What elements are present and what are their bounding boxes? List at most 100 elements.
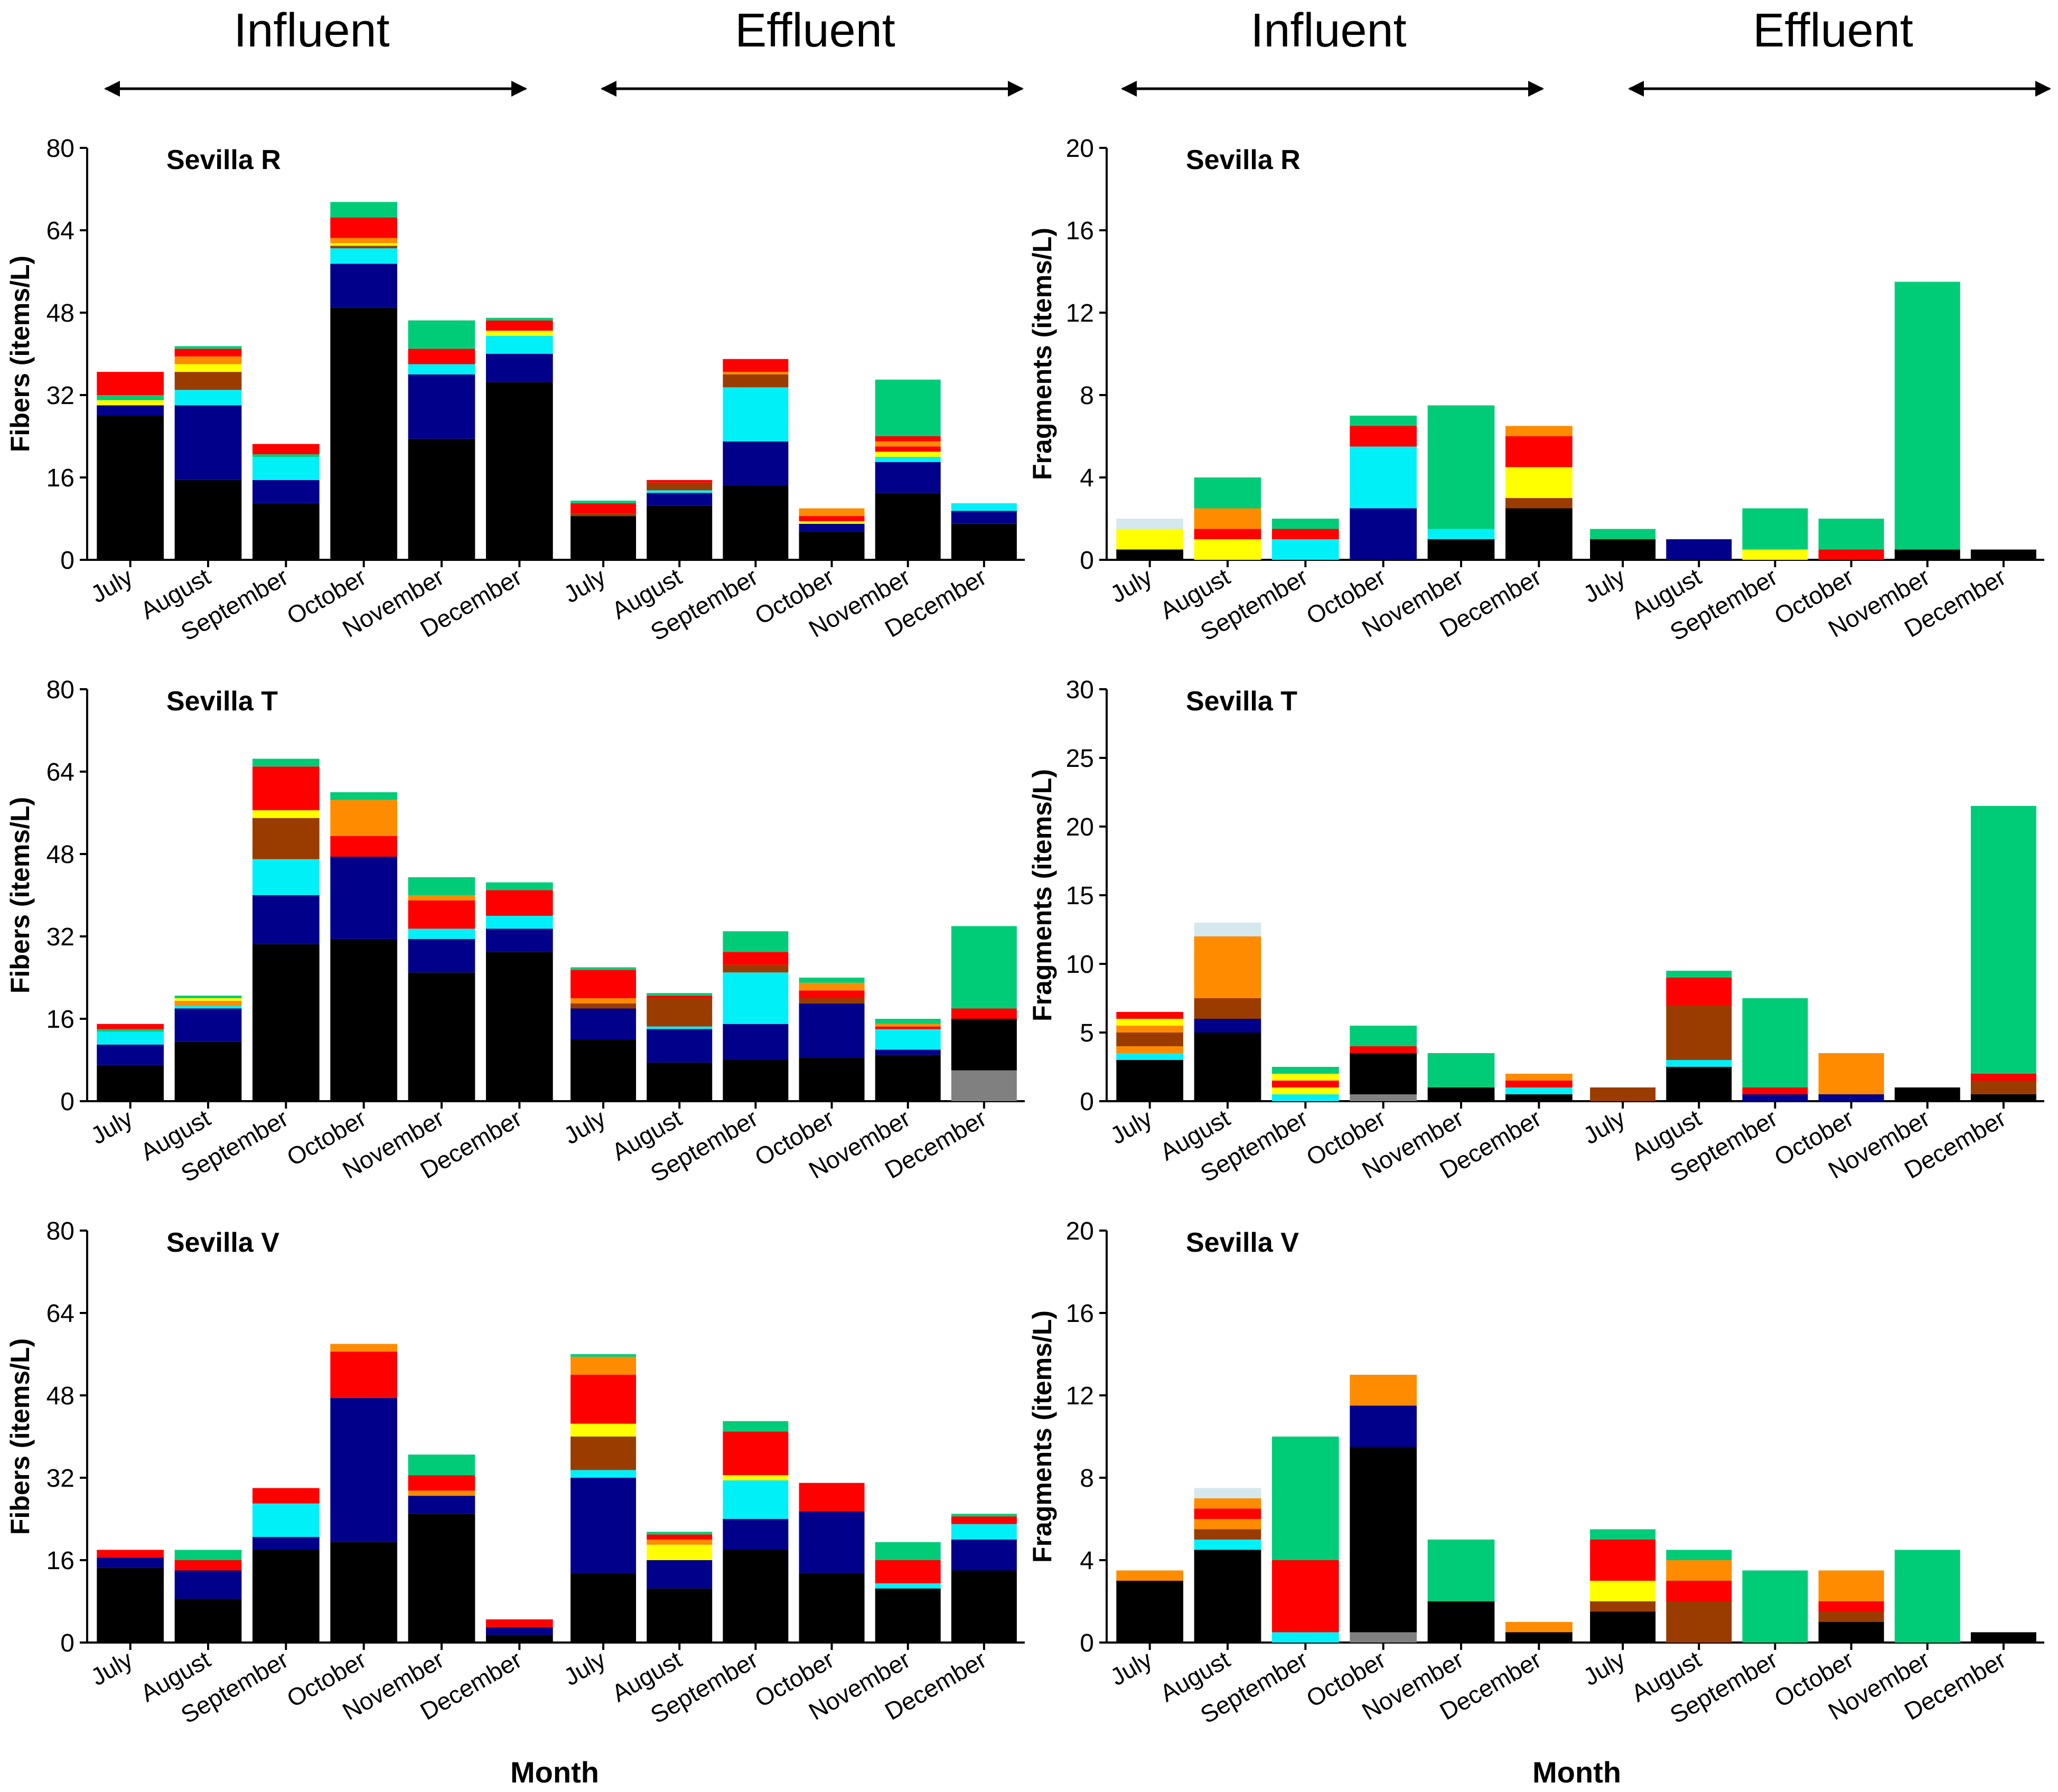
bar-segment-effluent-october — [799, 982, 865, 991]
bar-segment-effluent-december — [1970, 1074, 2036, 1081]
bar-segment-effluent-july — [570, 1423, 637, 1437]
bar-segment-effluent-october — [799, 508, 865, 517]
y-axis-label: Fibers (items/L) — [5, 797, 35, 993]
bar-segment-effluent-november — [1894, 1087, 1960, 1101]
x-tick-label: July — [1578, 1104, 1630, 1150]
bar-segment-effluent-september — [723, 1480, 789, 1519]
y-tick-label: 0 — [60, 547, 74, 575]
bar-segment-influent-december — [485, 317, 553, 321]
y-tick-label: 30 — [1066, 676, 1094, 704]
panel-sevilla-v-fragments: 0 4 8 12 16 20 Fragments (items/L) Sevilla V Jul… — [1027, 1217, 2044, 1729]
bar-segment-effluent-september — [723, 1475, 789, 1480]
bar-segment-influent-july — [1116, 1046, 1184, 1053]
bar-segment-influent-september — [1271, 1094, 1339, 1101]
bar-segment-effluent-october — [799, 521, 865, 524]
bar-segment-influent-july — [1116, 1033, 1184, 1046]
panel-sevilla-v-fibers: 0 16 32 48 64 80 Fibers (items/L) Sevilla V July… — [5, 1217, 1025, 1729]
bar-segment-effluent-august — [647, 482, 713, 491]
bar-segment-effluent-december — [1970, 549, 2036, 560]
bar-segment-effluent-october — [799, 1483, 865, 1512]
bar-segment-influent-july — [97, 1558, 164, 1568]
bar-segment-effluent-november — [875, 441, 941, 447]
bar-segment-influent-july — [97, 372, 164, 395]
bar-segment-influent-august — [174, 1599, 242, 1643]
bar-segment-influent-december — [485, 335, 553, 354]
bar-segment-influent-november — [408, 1490, 475, 1496]
bar-segment-effluent-september — [723, 1024, 789, 1060]
bar-segment-influent-september — [1271, 1087, 1339, 1094]
y-tick-label: 5 — [1080, 1019, 1094, 1047]
bar-segment-influent-october — [330, 800, 398, 836]
bar-segment-effluent-september — [723, 931, 789, 952]
bar-segment-effluent-july — [1590, 1601, 1656, 1612]
bar-segment-influent-october — [330, 836, 398, 857]
panel-sevilla-r-fibers: 0 16 32 48 64 80 Fibers (items/L) Sevilla R July… — [5, 135, 1025, 646]
bar-segment-effluent-october — [1818, 1611, 1884, 1622]
header-influent-right: Influent — [1250, 4, 1406, 57]
bar-segment-effluent-august — [647, 1544, 713, 1560]
bar-segment-influent-august — [1194, 1508, 1261, 1519]
bar-segment-influent-july — [1116, 529, 1184, 550]
bar-segment-influent-october — [1350, 1094, 1417, 1101]
bar-segment-effluent-september — [723, 441, 789, 485]
bar-segment-influent-october — [1350, 416, 1417, 426]
bar-segment-influent-august — [1194, 539, 1261, 560]
bar-segment-effluent-september — [723, 952, 789, 965]
bar-segment-influent-september — [252, 503, 320, 560]
bar-segment-influent-october — [330, 939, 398, 1101]
bar-segment-influent-november — [408, 900, 475, 929]
site-title: Sevilla R — [166, 145, 281, 175]
bar-segment-influent-september — [252, 454, 320, 457]
bar-segment-effluent-august — [647, 490, 713, 493]
bar-segment-influent-september — [1271, 1560, 1339, 1632]
bar-segment-effluent-july — [1590, 1529, 1656, 1540]
bar-segment-effluent-july — [570, 1375, 637, 1424]
bar-segment-effluent-october — [1818, 1622, 1884, 1643]
bar-segment-effluent-november — [875, 493, 941, 560]
bar-segment-influent-september — [1271, 1632, 1339, 1643]
bar-segment-effluent-september — [1742, 998, 1808, 1087]
bar-segment-effluent-november — [875, 1049, 941, 1055]
bar-segment-influent-october — [330, 238, 398, 243]
bar-segment-influent-november — [408, 972, 475, 1101]
bar-segment-influent-december — [485, 952, 553, 1101]
bar-segment-influent-december — [485, 331, 553, 336]
y-tick-label: 32 — [46, 382, 74, 410]
bar-segment-influent-november — [408, 1455, 475, 1476]
bar-segment-influent-september — [252, 895, 320, 944]
bar-segment-effluent-december — [1970, 806, 2036, 1074]
x-tick-label: July — [86, 563, 137, 608]
bar-segment-effluent-october — [1818, 549, 1884, 560]
bar-segment-effluent-july — [570, 1039, 637, 1101]
bar-segment-influent-december — [485, 1627, 553, 1635]
y-axis-label: Fragments (items/L) — [1027, 228, 1057, 480]
bar-segment-influent-november — [1427, 1087, 1495, 1101]
bar-segment-effluent-july — [570, 516, 637, 560]
bar-segment-influent-september — [1271, 1437, 1339, 1560]
bar-segment-influent-december — [485, 1619, 553, 1627]
header-effluent-right: Effluent — [1753, 4, 1913, 57]
bar-segment-effluent-october — [1818, 1053, 1884, 1094]
bar-segment-influent-october — [330, 264, 398, 308]
y-tick-label: 0 — [60, 1629, 74, 1657]
bar-segment-effluent-september — [723, 1421, 789, 1432]
bar-segment-influent-september — [252, 1550, 320, 1643]
bar-segment-effluent-october — [1818, 519, 1884, 550]
bar-segment-effluent-december — [1970, 1632, 2036, 1643]
bar-segment-influent-august — [174, 1550, 242, 1560]
bar-segment-effluent-december — [951, 1516, 1017, 1524]
bar-segment-influent-october — [330, 1344, 398, 1352]
x-tick-label: July — [1106, 563, 1157, 608]
y-axis-label: Fragments (items/L) — [1027, 1310, 1057, 1563]
x-tick-label: July — [559, 1646, 610, 1691]
bar-segment-influent-december — [1505, 508, 1573, 560]
bar-segment-influent-december — [1505, 1087, 1573, 1094]
x-tick-label: July — [1578, 563, 1630, 608]
bar-segment-influent-december — [485, 354, 553, 382]
bar-segment-effluent-november — [875, 446, 941, 452]
bar-segment-effluent-august — [647, 1026, 713, 1029]
bar-segment-effluent-november — [875, 1055, 941, 1101]
bar-segment-effluent-september — [1742, 1094, 1808, 1101]
site-title: Sevilla V — [166, 1227, 279, 1258]
bar-segment-effluent-december — [951, 1514, 1017, 1517]
